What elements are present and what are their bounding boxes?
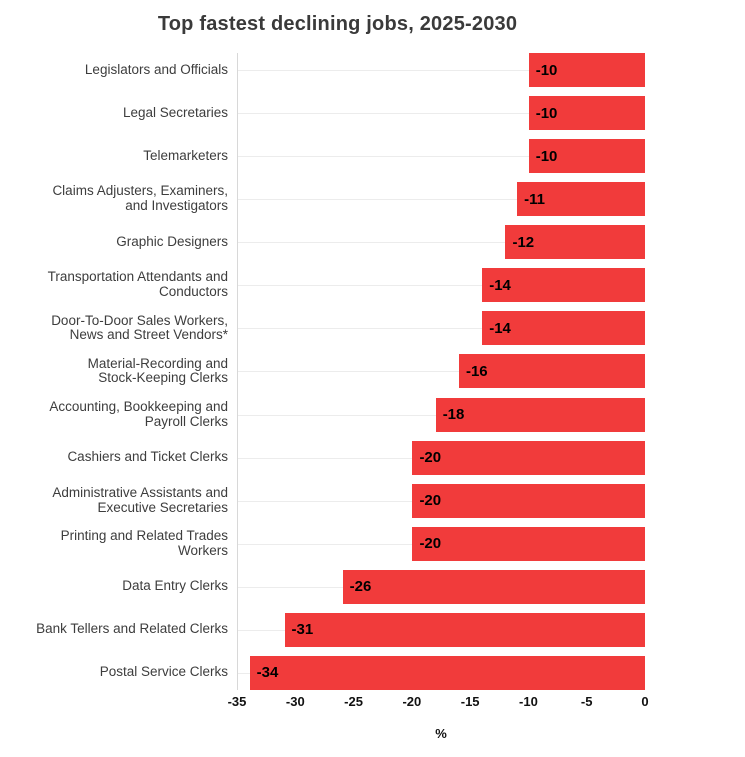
plot-area: -10 -10 -10 -11 -12 -14 -14 -16 -18 -20 -20 -20 -26 -…: [238, 53, 645, 690]
bar-value-label: -16: [465, 362, 488, 380]
bar: -14: [482, 268, 645, 303]
bar-value-label: -20: [419, 535, 442, 553]
bar: -14: [482, 311, 645, 346]
category-label: Accounting, Bookkeeping and Payroll Cler…: [49, 398, 228, 429]
bar-row: -10: [238, 139, 645, 174]
bar-row: -10: [238, 53, 645, 87]
bar-row: -20: [238, 440, 645, 475]
gridline: [238, 285, 645, 287]
bar: -34: [249, 655, 645, 690]
bar-value-label: -34: [256, 664, 279, 682]
category-label: Administrative Assistants and Executive …: [52, 484, 228, 515]
bar-row: -14: [238, 311, 645, 346]
bar: -20: [412, 483, 645, 518]
x-tick-label: -25: [344, 694, 363, 709]
bar: -10: [528, 53, 645, 87]
bar-value-label: -10: [535, 147, 558, 165]
bar-value-label: -10: [535, 61, 558, 79]
bar-value-label: -14: [489, 319, 511, 337]
category-label: Cashiers and Ticket Clerks: [67, 449, 228, 465]
bar-row: -11: [238, 182, 645, 217]
bar-value-label: -20: [419, 492, 442, 510]
gridline: [238, 328, 645, 330]
x-tick-label: -15: [460, 694, 480, 709]
bar-row: -20: [238, 526, 645, 561]
x-tick-label: -35: [227, 694, 247, 709]
bar-row: -10: [238, 96, 645, 131]
category-label: Telemarketers: [143, 147, 228, 163]
x-tick-label: 0: [641, 694, 649, 709]
category-label: Data Entry Clerks: [122, 578, 228, 594]
bar: -20: [412, 526, 645, 561]
bar-value-label: -14: [489, 276, 511, 294]
gridline: [238, 242, 645, 244]
gridline: [238, 70, 645, 71]
bar: -31: [284, 612, 645, 647]
bar-row: -31: [238, 612, 645, 647]
bar-row: -26: [238, 569, 645, 604]
bar-row: -16: [238, 354, 645, 389]
x-tick-label: -30: [285, 694, 305, 709]
bar: -26: [342, 569, 645, 604]
gridline: [238, 371, 645, 373]
category-label: Claims Adjusters, Examiners, and Investi…: [52, 183, 228, 214]
category-label: Legal Secretaries: [122, 104, 228, 120]
category-label: Door-To-Door Sales Workers, News and Str…: [51, 312, 228, 343]
gridline: [238, 113, 645, 115]
category-label: Material-Recording and Stock-Keeping Cle…: [87, 355, 228, 386]
gridline: [238, 156, 645, 158]
bar-value-label: -10: [535, 104, 558, 122]
bar: -18: [435, 397, 645, 432]
category-label: Postal Service Clerks: [99, 664, 228, 680]
category-label: Graphic Designers: [116, 233, 228, 249]
bar: -12: [505, 225, 645, 260]
bar-value-label: -12: [512, 233, 535, 251]
bar-row: -20: [238, 483, 645, 518]
x-axis-label: %: [435, 726, 447, 741]
bar-value-label: -26: [349, 578, 372, 596]
bar-value-label: -31: [291, 621, 314, 639]
bar-row: -18: [238, 397, 645, 432]
category-label: Bank Tellers and Related Clerks: [36, 621, 228, 637]
bar-row: -12: [238, 225, 645, 260]
category-label: Legislators and Officials: [84, 61, 228, 77]
bar-value-label: -11: [524, 190, 545, 208]
x-tick-label: -5: [580, 694, 593, 709]
category-axis: Legislators and Officials Legal Secretari…: [0, 53, 237, 690]
bar: -10: [528, 96, 645, 131]
gridline: [238, 199, 645, 201]
bar: -11: [517, 182, 645, 217]
bar-value-label: -20: [419, 449, 442, 467]
bar: -20: [412, 440, 645, 475]
chart-title: Top fastest declining jobs, 2025-2030: [157, 13, 518, 35]
bar: -16: [458, 354, 645, 389]
bar: -10: [528, 139, 645, 174]
bar-value-label: -18: [442, 406, 465, 423]
bar-row: -34: [238, 655, 645, 690]
x-tick-label: -10: [519, 694, 538, 709]
bar-row: -14: [238, 268, 645, 303]
y-axis-line: [237, 53, 238, 690]
category-label: Transportation Attendants and Conductors: [47, 269, 228, 300]
x-tick-label: -20: [402, 694, 422, 709]
category-label: Printing and Related Trades Workers: [60, 527, 228, 558]
